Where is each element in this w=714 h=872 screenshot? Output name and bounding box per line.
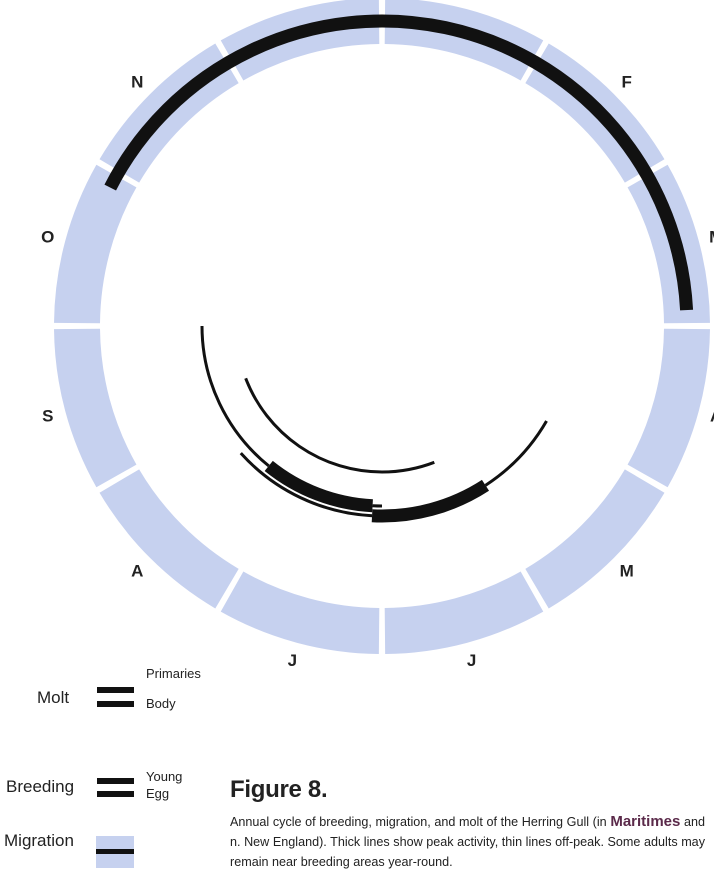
month-block-12 [221,0,380,80]
month-label-7: J [288,651,297,670]
legend-breeding-young-bar [97,778,134,784]
track-breeding-egg-thick-2 [372,485,485,516]
month-block-6 [385,572,544,654]
caption-before: Annual cycle of breeding, migration, and… [230,815,607,829]
track-breeding-egg-thin-1 [485,421,546,485]
month-label-11: N [131,72,143,91]
track-molt-primaries-thin-8 [246,378,382,472]
figure-caption: Annual cycle of breeding, migration, and… [230,812,705,872]
month-block-7 [221,572,380,654]
month-block-5 [525,469,664,608]
track-molt-body-thick-6 [269,466,373,506]
month-block-4 [628,329,710,488]
legend-breeding-label: Breeding [6,777,74,797]
legend-breeding-egg-bar [97,791,134,797]
month-block-8 [100,469,239,608]
caption-region: Maritimes [610,813,680,830]
month-label-6: J [467,651,476,670]
month-label-12: D [286,0,298,2]
month-label-3: M [709,227,714,246]
figure-title: Figure 8. [230,776,327,804]
month-label-9: S [42,407,53,426]
month-block-3 [628,165,710,324]
month-label-5: M [620,562,634,581]
month-label-10: O [41,227,54,246]
annual-cycle-diagram: J F M A M J J A S O N D [0,0,714,770]
month-label-1: J [467,0,476,2]
legend-molt-label: Molt [37,688,69,708]
month-block-10 [54,165,136,324]
legend-migration-line [96,849,134,854]
legend-migration-label: Migration [4,831,74,851]
legend-molt-body-bar [97,701,134,707]
legend-molt-primaries-bar [97,687,134,693]
track-breeding-young-thin-4 [382,462,434,472]
month-block-1 [385,0,544,80]
month-ring [54,0,710,654]
legend-molt-body-label: Body [146,696,176,711]
legend-breeding-egg-label: Egg [146,786,169,801]
legend-breeding-young-label: Young [146,769,182,784]
month-label-8: A [131,562,143,581]
legend-molt-primaries-label: Primaries [146,666,201,681]
track-molt-body-thin-7 [202,326,269,466]
month-block-9 [54,329,136,488]
month-label-2: F [622,72,632,91]
month-label-4: A [710,407,714,426]
